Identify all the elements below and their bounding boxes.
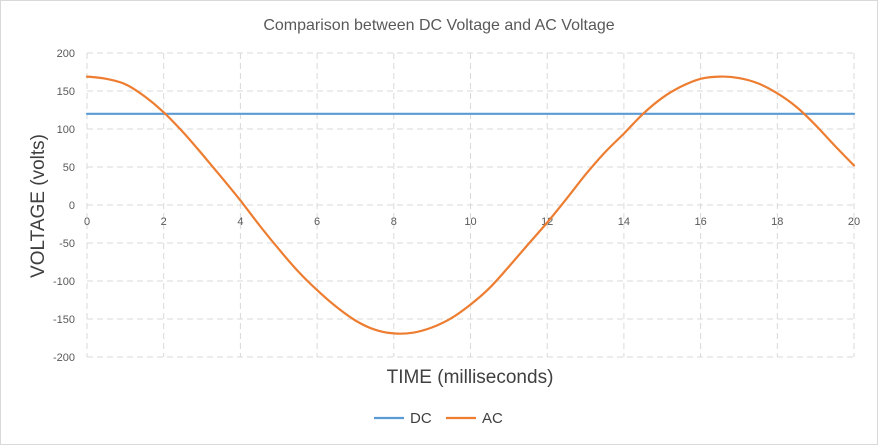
x-tick-label: 18 bbox=[771, 216, 783, 228]
x-tick-label: 16 bbox=[694, 216, 706, 228]
x-tick-label: 0 bbox=[84, 216, 90, 228]
y-tick-label: 150 bbox=[57, 86, 75, 98]
x-tick-label: 20 bbox=[848, 216, 860, 228]
y-tick-label: -200 bbox=[53, 352, 75, 364]
series-lines bbox=[85, 75, 856, 335]
legend-label-ac: AC bbox=[482, 410, 503, 427]
y-tick-label: 0 bbox=[69, 200, 75, 212]
legend-label-dc: DC bbox=[410, 410, 432, 427]
grid bbox=[86, 52, 855, 358]
y-tick-label: -50 bbox=[59, 238, 75, 250]
y-tick-label: 200 bbox=[57, 48, 75, 60]
x-axis-title: TIME (milliseconds) bbox=[387, 367, 554, 388]
legend: DC AC bbox=[374, 410, 503, 427]
x-tick-label: 6 bbox=[314, 216, 320, 228]
y-tick-label: -100 bbox=[53, 276, 75, 288]
x-tick-label: 10 bbox=[464, 216, 476, 228]
y-tick-label: -150 bbox=[53, 314, 75, 326]
y-tick-label: 100 bbox=[57, 124, 75, 136]
y-tick-label: 50 bbox=[63, 162, 75, 174]
x-tick-label: 4 bbox=[237, 216, 243, 228]
x-tick-label: 2 bbox=[161, 216, 167, 228]
y-axis-title: VOLTAGE (volts) bbox=[28, 134, 49, 278]
x-tick-label: 8 bbox=[391, 216, 397, 228]
series-line-ac bbox=[85, 75, 856, 335]
chart-title: Comparison between DC Voltage and AC Vol… bbox=[263, 17, 614, 34]
x-tick-label: 14 bbox=[618, 216, 630, 228]
